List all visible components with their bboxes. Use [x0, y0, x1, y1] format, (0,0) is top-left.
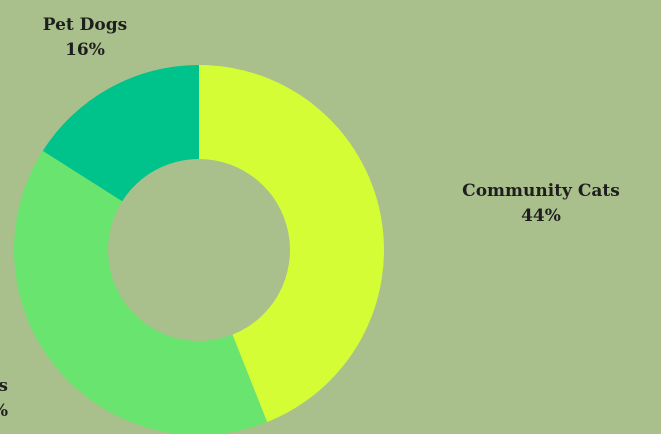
slice-pet-dogs[interactable]: [42, 65, 200, 202]
slice-label-value: 40%: [0, 401, 8, 421]
slice-labels: Community Cats 44% Pet Cats 40% Pet Dogs 16%: [0, 15, 620, 421]
donut-slices: [14, 65, 385, 434]
slice-pet-cats[interactable]: [14, 150, 268, 434]
slice-label-pet-dogs: Pet Dogs 16%: [43, 15, 127, 60]
slice-label-name: Pet Cats: [0, 376, 8, 396]
slice-label-value: 44%: [521, 206, 561, 226]
slice-label-value: 16%: [65, 40, 105, 60]
slice-label-pet-cats: Pet Cats 40%: [0, 376, 8, 421]
slice-label-community-cats: Community Cats 44%: [462, 181, 620, 226]
slice-label-name: Community Cats: [462, 181, 620, 201]
slice-community-cats[interactable]: [199, 65, 385, 423]
slice-label-name: Pet Dogs: [43, 15, 127, 35]
